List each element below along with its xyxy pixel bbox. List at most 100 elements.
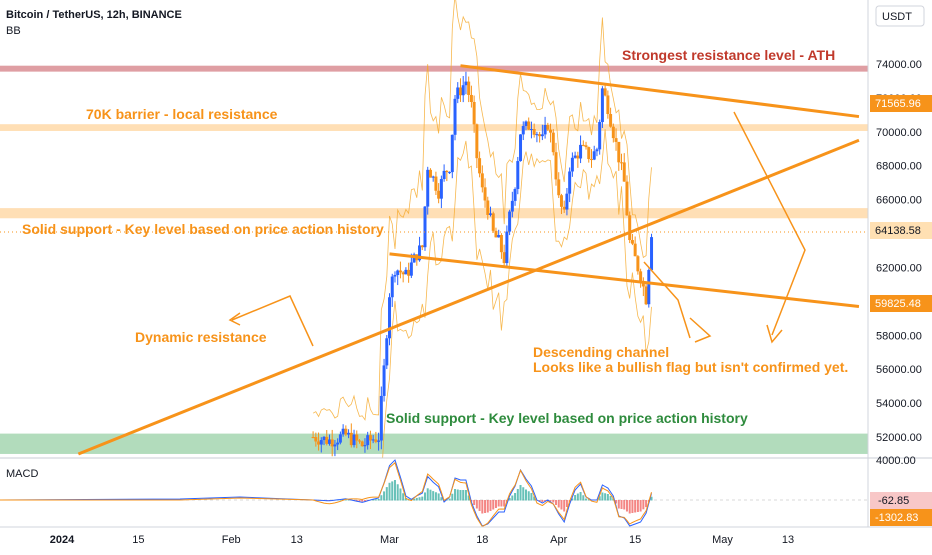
candle-body xyxy=(489,213,493,215)
candle-body xyxy=(609,114,613,127)
candle-body xyxy=(559,195,563,207)
candle-body xyxy=(330,439,334,447)
macd-histogram-bar xyxy=(524,489,527,501)
macd-histogram-bar xyxy=(388,482,391,501)
candle-body xyxy=(505,231,509,264)
candle-body xyxy=(622,162,626,182)
candle-body xyxy=(475,124,479,159)
candle-body xyxy=(420,245,424,248)
macd-histogram-bar xyxy=(380,495,383,501)
macd-histogram-bar xyxy=(432,491,435,501)
macd-histogram-bar xyxy=(393,480,396,501)
candle-body xyxy=(382,365,386,396)
candle-body xyxy=(650,237,654,271)
macd-histogram-bar xyxy=(585,498,588,501)
macd-histogram-bar xyxy=(473,500,476,505)
macd-histogram-bar xyxy=(615,500,618,504)
candle-body xyxy=(565,193,569,210)
candle-body xyxy=(379,395,383,441)
macd-histogram-bar xyxy=(383,491,386,501)
y-tick-label: 66000.00 xyxy=(876,195,922,207)
candle-body xyxy=(327,439,331,444)
candle-body xyxy=(442,170,446,180)
candle-body xyxy=(579,144,583,159)
macd-histogram-bar xyxy=(620,500,623,509)
macd-histogram-bar xyxy=(404,498,407,501)
candle-body xyxy=(409,262,413,276)
candle-body xyxy=(595,149,599,152)
candle-body xyxy=(363,445,367,447)
candle-body xyxy=(628,215,632,241)
macd-histogram-bar xyxy=(415,497,418,501)
macd-scale-top: 4000.00 xyxy=(876,455,916,467)
macd-histogram-bar xyxy=(628,500,631,514)
macd-histogram-bar xyxy=(538,500,541,502)
candle-body xyxy=(546,125,550,130)
candle-body xyxy=(344,428,348,435)
candle-body xyxy=(480,173,484,188)
candle-body xyxy=(510,200,514,212)
macd-histogram-bar xyxy=(500,500,503,507)
macd-histogram-bar xyxy=(601,492,604,501)
macd-label[interactable]: MACD xyxy=(6,468,38,480)
macd-histogram-bar xyxy=(617,500,620,509)
macd-histogram-bar xyxy=(484,500,487,513)
macd-histogram-bar xyxy=(587,499,590,501)
macd-histogram-bar xyxy=(462,490,465,501)
macd-histogram-bar xyxy=(555,500,558,505)
candle-body xyxy=(461,85,465,96)
zone-key-support xyxy=(0,208,868,219)
candle-body xyxy=(478,158,482,174)
candle-body xyxy=(630,240,634,244)
macd-histogram-bar xyxy=(519,485,522,501)
macd-histogram-bar xyxy=(372,499,375,501)
candle-body xyxy=(598,122,602,150)
candle-body xyxy=(388,297,392,339)
y-tick-label: 58000.00 xyxy=(876,330,922,342)
macd-histogram-bar xyxy=(454,489,457,501)
candle-body xyxy=(570,157,574,172)
candle-body xyxy=(393,274,397,277)
macd-histogram-bar xyxy=(418,497,421,501)
macd-histogram-bar xyxy=(530,493,533,501)
macd-histogram-bar xyxy=(565,500,568,507)
candle-body xyxy=(562,206,566,210)
y-tick-label: 70000.00 xyxy=(876,127,922,139)
candle-body xyxy=(371,439,375,441)
indicator-bb-label[interactable]: BB xyxy=(6,25,21,37)
macd-histogram-bar xyxy=(434,492,437,501)
x-tick-label: 15 xyxy=(132,534,144,546)
macd-histogram-bar xyxy=(494,500,497,508)
macd-histogram-bar xyxy=(642,500,645,510)
macd-histogram-bar xyxy=(522,487,525,501)
macd-histogram-bar xyxy=(533,496,536,501)
x-tick-label: 2024 xyxy=(50,534,75,546)
arrow-head-channel-right xyxy=(766,324,783,344)
candle-body xyxy=(584,145,588,148)
candle-body xyxy=(319,440,323,445)
macd-histogram-bar xyxy=(557,500,560,508)
currency-button-label[interactable]: USDT xyxy=(882,11,912,23)
candle-body xyxy=(404,269,408,275)
symbol-title[interactable]: Bitcoin / TetherUS, 12h, BINANCE xyxy=(6,9,182,21)
candle-body xyxy=(519,134,523,162)
candle-body xyxy=(434,176,438,191)
macd-histogram-bar xyxy=(489,500,492,511)
macd-histogram-bar xyxy=(355,500,358,502)
macd-histogram-bar xyxy=(574,495,577,501)
candle-body xyxy=(543,125,547,135)
macd-histogram-bar xyxy=(609,496,612,501)
candle-body xyxy=(398,270,402,273)
currency-button[interactable] xyxy=(875,5,925,27)
candle-body xyxy=(581,144,585,146)
arrow-channel-right xyxy=(733,111,806,336)
candle-body xyxy=(491,213,495,231)
macd-histogram-bar xyxy=(492,500,495,510)
macd-histogram-bar xyxy=(650,496,653,501)
candle-body xyxy=(587,147,591,160)
macd-histogram-bar xyxy=(374,499,377,501)
candle-body xyxy=(573,155,577,158)
macd-histogram-bar xyxy=(527,491,530,501)
